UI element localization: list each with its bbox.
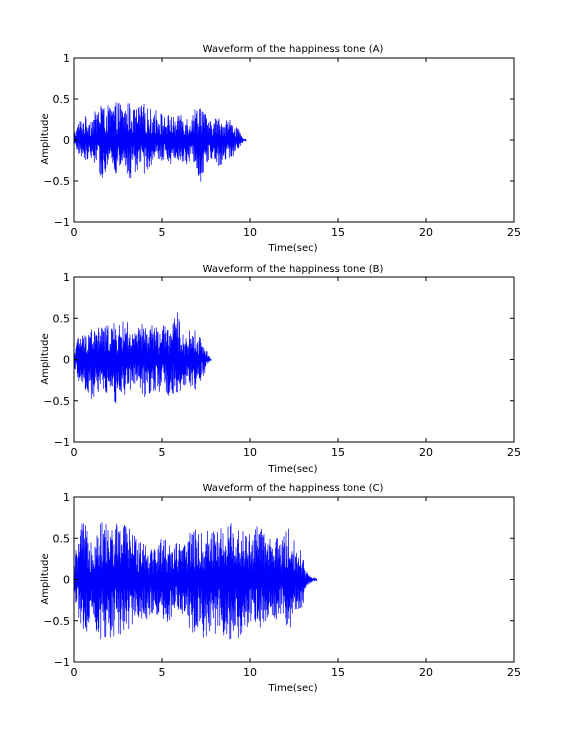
waveform-series-line <box>73 102 247 182</box>
y-tick-label: −1 <box>54 436 70 449</box>
y-tick-label: 0 <box>63 134 70 147</box>
x-tick-label: 25 <box>507 446 521 459</box>
chart-title: Waveform of the happiness tone (C) <box>203 483 384 494</box>
x-tick-label: 0 <box>71 446 78 459</box>
x-tick-label: 0 <box>71 226 78 239</box>
x-axis-label: Time(sec) <box>267 243 317 254</box>
x-tick-label: 15 <box>331 666 345 679</box>
chart-title: Waveform of the happiness tone (B) <box>203 264 384 275</box>
y-tick-label: 0 <box>63 574 70 587</box>
y-tick-label: −1 <box>54 656 70 669</box>
x-tick-label: 15 <box>331 226 345 239</box>
x-tick-label: 5 <box>159 226 166 239</box>
y-axis-label: Amplitude <box>40 553 51 604</box>
x-tick-label: 10 <box>243 226 257 239</box>
x-tick-label: 0 <box>71 666 78 679</box>
x-tick-label: 15 <box>331 446 345 459</box>
y-axis-label: Amplitude <box>40 113 51 164</box>
y-tick-label: 0.5 <box>53 93 71 106</box>
y-axis-label: Amplitude <box>40 333 51 384</box>
plot-area: 0 5 10 15 20 25 −1 −0.5 0 0.5 1 <box>43 52 521 239</box>
x-tick-label: 20 <box>419 446 433 459</box>
subplot-b: Waveform of the happiness tone (B) 0 5 10 1… <box>40 264 521 475</box>
y-tick-label: 1 <box>63 271 70 284</box>
plot-area: 0 5 10 15 20 25 −1 −0.5 0 0.5 1 <box>43 271 521 459</box>
y-tick-label: −0.5 <box>43 395 70 408</box>
x-tick-label: 5 <box>159 666 166 679</box>
waveform-series-line <box>73 312 212 404</box>
plot-area: 0 5 10 15 20 25 −1 −0.5 0 0.5 1 <box>43 491 521 679</box>
x-tick-label: 20 <box>419 226 433 239</box>
y-tick-label: −0.5 <box>43 175 70 188</box>
x-axis-label: Time(sec) <box>267 464 317 475</box>
waveform-series-line <box>73 522 318 640</box>
x-tick-label: 25 <box>507 666 521 679</box>
subplot-a: Waveform of the happiness tone (A) 0 5 10 1… <box>40 44 521 254</box>
y-tick-label: 0.5 <box>53 312 71 325</box>
x-tick-label: 10 <box>243 446 257 459</box>
x-tick-label: 20 <box>419 666 433 679</box>
y-tick-label: 1 <box>63 52 70 65</box>
x-tick-label: 5 <box>159 446 166 459</box>
subplot-c: Waveform of the happiness tone (C) 0 5 10 1… <box>40 483 521 694</box>
x-tick-label: 25 <box>507 226 521 239</box>
y-tick-label: 1 <box>63 491 70 504</box>
y-tick-label: 0 <box>63 354 70 367</box>
chart-title: Waveform of the happiness tone (A) <box>203 44 384 55</box>
x-axis-label: Time(sec) <box>267 683 317 694</box>
y-tick-label: 0.5 <box>53 532 71 545</box>
y-tick-label: −1 <box>54 216 70 229</box>
x-tick-label: 10 <box>243 666 257 679</box>
y-tick-label: −0.5 <box>43 615 70 628</box>
